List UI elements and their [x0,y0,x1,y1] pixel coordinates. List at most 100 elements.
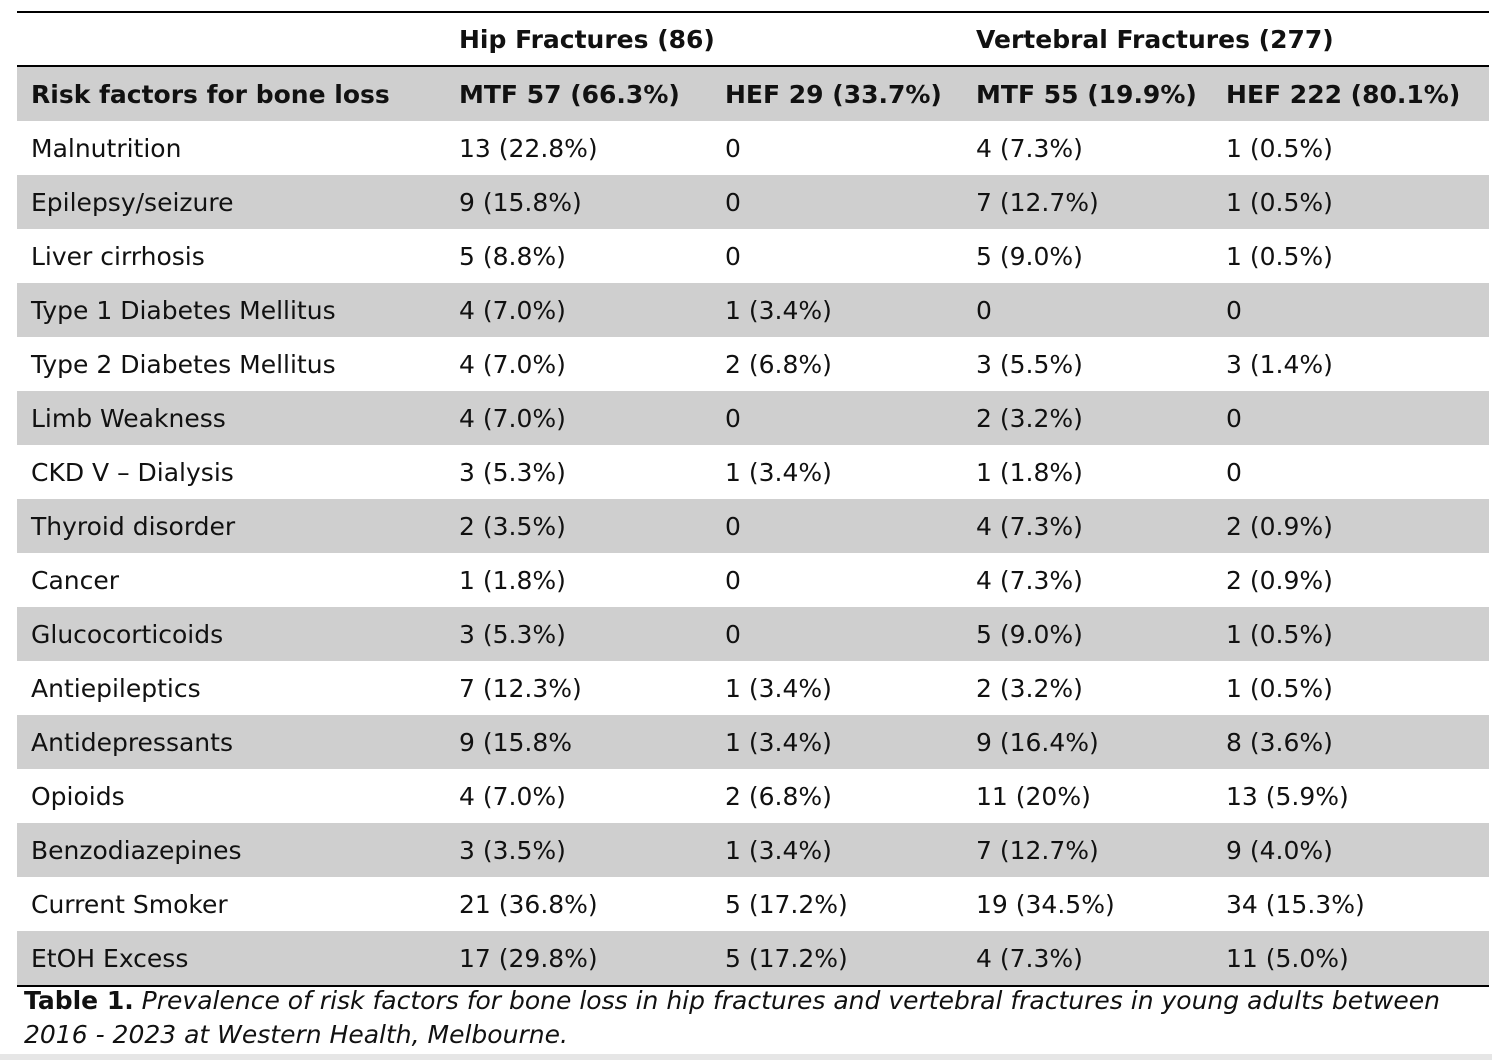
risk-factor-cell: Malnutrition [31,133,182,163]
vertebral-mtf-cell: 19 (34.5%) [976,889,1115,919]
group-header-vertebral: Vertebral Fractures (277) [962,11,1490,67]
hip-hef-cell: 0 [708,391,963,445]
vertebral-mtf-cell: 7 (12.7%) [962,823,1211,877]
vertebral-hef-cell: 3 (1.4%) [1226,349,1333,379]
table-row: Antidepressants 9 (15.8% 1 (3.4%) 9 (16.4%)… [17,715,1490,769]
table-body: Malnutrition 13 (22.8%) 0 4 (7.3%) 1 (0.5%) E… [17,121,1490,987]
hip-mtf-cell: 21 (36.8%) [459,889,598,919]
column-header-row: Risk factors for bone loss MTF 57 (66.3%… [17,66,1490,121]
table-row: EtOH Excess 17 (29.8%) 5 (17.2%) 4 (7.3%) 11… [17,931,1490,987]
hip-mtf-cell: 17 (29.8%) [440,931,708,987]
risk-factor-cell: Benzodiazepines [17,823,440,877]
hip-hef-cell: 1 (3.4%) [708,283,963,337]
vertebral-hef-cell: 1 (0.5%) [1226,133,1333,163]
hip-hef-cell: 0 [725,241,741,271]
hip-mtf-cell: 2 (3.5%) [440,499,708,553]
bottom-edge-strip [0,1054,1492,1060]
vertebral-mtf-cell: 4 (7.3%) [976,565,1083,595]
hip-hef-cell: 1 (3.4%) [708,715,963,769]
caption-label: Table 1. [24,986,134,1015]
hip-hef-cell: 2 (6.8%) [725,781,832,811]
vertebral-hef-cell: 1 (0.5%) [1210,607,1490,661]
hip-mtf-cell: 7 (12.3%) [459,673,582,703]
hip-hef-cell: 1 (3.4%) [708,823,963,877]
table-row: Benzodiazepines 3 (3.5%) 1 (3.4%) 7 (12.7%)… [17,823,1490,877]
column-header-risk-factor: Risk factors for bone loss [17,66,440,121]
risk-factor-cell: Limb Weakness [17,391,440,445]
hip-mtf-cell: 4 (7.0%) [459,781,566,811]
vertebral-mtf-cell: 1 (1.8%) [976,457,1083,487]
vertebral-hef-cell: 11 (5.0%) [1210,931,1490,987]
table-row: Malnutrition 13 (22.8%) 0 4 (7.3%) 1 (0.5%) [17,121,1489,175]
table-row: Current Smoker 21 (36.8%) 5 (17.2%) 19 (34.… [17,877,1489,931]
hip-hef-cell: 0 [708,175,963,229]
hip-hef-cell: 5 (17.2%) [725,889,848,919]
table-row: CKD V – Dialysis 3 (5.3%) 1 (3.4%) 1 (1.8%)… [17,445,1489,499]
vertebral-hef-cell: 1 (0.5%) [1226,673,1333,703]
vertebral-hef-cell: 8 (3.6%) [1210,715,1490,769]
hip-mtf-cell: 5 (8.8%) [459,241,566,271]
risk-factor-cell: Cancer [31,565,120,595]
risk-factor-cell: Antidepressants [17,715,440,769]
vertebral-mtf-cell: 5 (9.0%) [976,241,1083,271]
risk-factor-cell: Opioids [31,781,125,811]
hip-hef-cell: 0 [725,133,741,163]
table-caption: Table 1. Prevalence of risk factors for … [24,984,1486,1052]
hip-mtf-cell: 3 (3.5%) [440,823,708,877]
vertebral-mtf-cell: 4 (7.3%) [962,931,1211,987]
vertebral-hef-cell: 0 [1226,457,1242,487]
vertebral-mtf-cell: 11 (20%) [976,781,1091,811]
vertebral-hef-cell: 1 (0.5%) [1226,241,1333,271]
risk-factor-cell: Current Smoker [31,889,228,919]
hip-hef-cell: 1 (3.4%) [725,673,832,703]
vertebral-hef-cell: 13 (5.9%) [1226,781,1349,811]
vertebral-mtf-cell: 3 (5.5%) [976,349,1083,379]
hip-hef-cell: 0 [708,499,963,553]
hip-mtf-cell: 4 (7.0%) [440,391,708,445]
hip-mtf-cell: 4 (7.0%) [440,283,708,337]
vertebral-mtf-cell: 9 (16.4%) [962,715,1211,769]
vertebral-hef-cell: 0 [1210,391,1490,445]
hip-mtf-cell: 4 (7.0%) [459,349,566,379]
group-header-row: Hip Fractures (86) Vertebral Fractures (… [17,11,1490,67]
vertebral-mtf-cell: 4 (7.3%) [962,499,1211,553]
hip-mtf-cell: 3 (5.3%) [459,457,566,487]
table-row: Thyroid disorder 2 (3.5%) 0 4 (7.3%) 2 (0.9%… [17,499,1490,553]
hip-mtf-cell: 9 (15.8%) [440,175,708,229]
table-row: Cancer 1 (1.8%) 0 4 (7.3%) 2 (0.9%) [17,553,1489,607]
table-row: Type 2 Diabetes Mellitus 4 (7.0%) 2 (6.8%)… [17,337,1489,391]
vertebral-mtf-cell: 2 (3.2%) [976,673,1083,703]
hip-hef-cell: 5 (17.2%) [708,931,963,987]
table-row: Limb Weakness 4 (7.0%) 0 2 (3.2%) 0 [17,391,1490,445]
hip-mtf-cell: 13 (22.8%) [459,133,598,163]
hip-hef-cell: 1 (3.4%) [725,457,832,487]
vertebral-hef-cell: 34 (15.3%) [1226,889,1365,919]
vertebral-hef-cell: 9 (4.0%) [1210,823,1490,877]
hip-hef-cell: 0 [708,607,963,661]
risk-factor-cell: Thyroid disorder [17,499,440,553]
column-header-vertebral-mtf: MTF 55 (19.9%) [962,66,1211,121]
risk-factor-table-container: Hip Fractures (86) Vertebral Fractures (… [17,11,1490,987]
vertebral-mtf-cell: 7 (12.7%) [962,175,1211,229]
table-row: Type 1 Diabetes Mellitus 4 (7.0%) 1 (3.4%)… [17,283,1490,337]
risk-factor-cell: EtOH Excess [17,931,440,987]
vertebral-mtf-cell: 5 (9.0%) [962,607,1211,661]
vertebral-mtf-cell: 2 (3.2%) [962,391,1211,445]
column-header-vertebral-hef: HEF 222 (80.1%) [1210,66,1490,121]
risk-factor-cell: Glucocorticoids [17,607,440,661]
risk-factor-cell: Type 2 Diabetes Mellitus [31,349,336,379]
risk-factor-table: Hip Fractures (86) Vertebral Fractures (… [17,11,1490,987]
hip-mtf-cell: 9 (15.8% [440,715,708,769]
vertebral-hef-cell: 2 (0.9%) [1210,499,1490,553]
caption-text: Prevalence of risk factors for bone loss… [24,986,1440,1049]
table-row: Glucocorticoids 3 (5.3%) 0 5 (9.0%) 1 (0.5%) [17,607,1490,661]
vertebral-hef-cell: 2 (0.9%) [1226,565,1333,595]
vertebral-hef-cell: 0 [1210,283,1490,337]
risk-factor-cell: Epilepsy/seizure [17,175,440,229]
table-row: Opioids 4 (7.0%) 2 (6.8%) 11 (20%) 13 (5.9%) [17,769,1489,823]
hip-mtf-cell: 3 (5.3%) [440,607,708,661]
vertebral-mtf-cell: 0 [962,283,1211,337]
group-header-hip: Hip Fractures (86) [440,11,963,67]
hip-hef-cell: 2 (6.8%) [725,349,832,379]
risk-factor-cell: Antiepileptics [31,673,201,703]
